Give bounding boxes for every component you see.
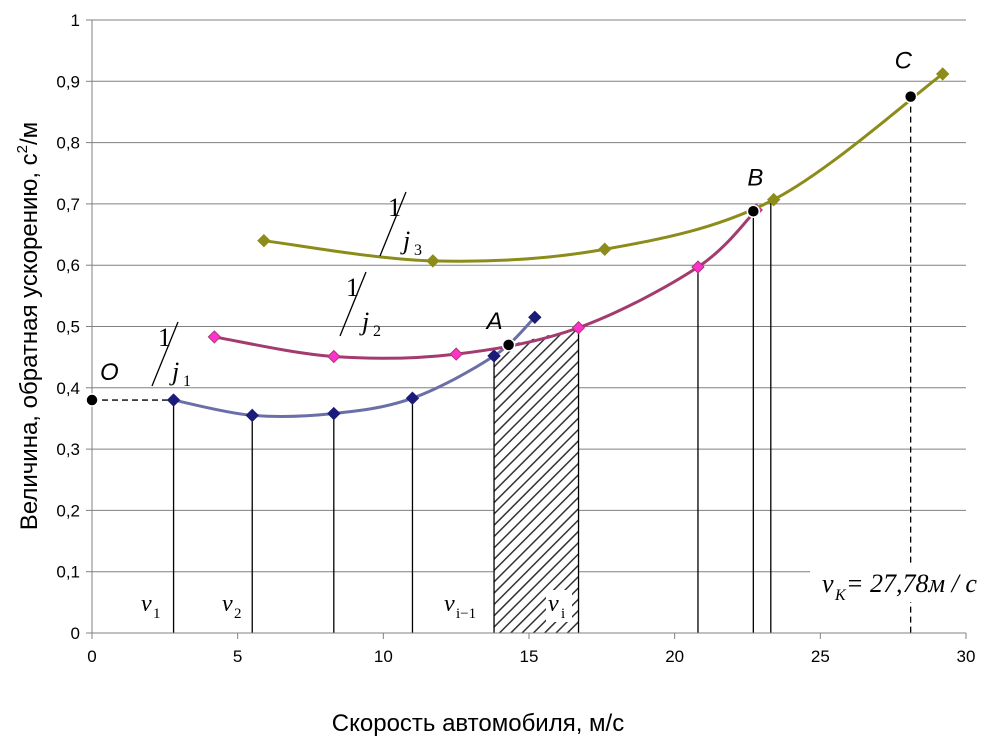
series-2-marker — [691, 260, 705, 274]
vertical-lines — [92, 96, 912, 633]
y-tick-label: 0 — [71, 624, 80, 643]
vk-label-base: v — [822, 569, 834, 598]
curve-label-j2-num: 1 — [346, 273, 359, 302]
curve-label-j3: 1 j 3 — [379, 191, 422, 259]
curve-label-j2-den: j — [359, 307, 369, 336]
y-tick-label: 0,2 — [56, 501, 80, 520]
v-label-1: v 1 — [141, 591, 161, 622]
x-tick-label: 10 — [374, 647, 393, 666]
y-tick-label: 1 — [71, 11, 80, 30]
hatched-area — [494, 327, 579, 633]
curve-label-j1: 1 j 1 — [151, 321, 191, 390]
x-tick-label: 20 — [665, 647, 684, 666]
curve-label-j1-sub: 1 — [183, 373, 191, 390]
gridlines — [92, 19, 966, 573]
series-line-3 — [263, 72, 944, 263]
series-3-marker — [426, 254, 440, 268]
series-3-marker — [935, 67, 950, 81]
series-line-2 — [214, 208, 758, 360]
v-label-2-base: v — [222, 591, 233, 617]
v-label-i-sub: i — [561, 606, 565, 622]
y-axis-title-sup: 2 — [14, 145, 31, 153]
v-label-1-sub: 1 — [153, 606, 161, 622]
v-label-2: v 2 — [222, 591, 242, 622]
y-tick-label: 0,5 — [56, 318, 80, 337]
y-tick-label: 0,7 — [56, 195, 80, 214]
series-3-marker — [598, 242, 612, 256]
series-1-marker — [245, 408, 259, 423]
math-labels: 1 j 1 1 j 2 1 j 3 v 1 v 2 v i−1 — [141, 191, 977, 622]
series-2-marker — [327, 349, 341, 364]
y-tick-label: 0,3 — [56, 440, 80, 459]
series-3-marker — [257, 233, 271, 248]
x-tick-label: 25 — [811, 647, 830, 666]
y-tick-label: 0,4 — [56, 379, 80, 398]
point-label-o: O — [100, 359, 119, 386]
curve-label-j2: 1 j 2 — [339, 271, 381, 340]
v-label-1-base: v — [141, 591, 152, 617]
series-1-marker — [528, 310, 542, 325]
vk-label-sub: K — [834, 587, 847, 604]
y-tick-label: 0,1 — [56, 563, 80, 582]
point-b — [746, 204, 761, 219]
key-points: O A B C — [85, 48, 918, 407]
series-1-marker — [166, 393, 181, 407]
point-label-b: B — [747, 164, 763, 191]
vk-label: v K = 27,78м / с — [810, 566, 977, 604]
v-label-2-sub: 2 — [234, 606, 242, 622]
y-axis-title: Величина, обратная ускорению, с2/м — [14, 122, 43, 530]
series-2-marker — [449, 347, 463, 361]
v-label-i-1-base: v — [444, 591, 455, 617]
y-axis-title-tail: /м — [16, 122, 43, 145]
curve-label-j3-sub: 3 — [414, 242, 422, 259]
x-tick-label: 5 — [233, 647, 242, 666]
curve-label-j1-den: j — [169, 357, 179, 386]
x-tick-label: 15 — [520, 647, 539, 666]
point-label-a: A — [485, 308, 503, 335]
x-tick-label: 0 — [87, 647, 96, 666]
series-2-marker — [571, 321, 586, 335]
point-o — [85, 393, 99, 407]
curve-label-j3-num: 1 — [388, 193, 401, 222]
point-a — [501, 338, 516, 352]
series-1-marker — [405, 391, 420, 405]
series-2-marker — [207, 330, 222, 344]
series-1-marker — [487, 349, 501, 363]
x-tick-label: 30 — [957, 647, 976, 666]
y-tick-label: 0,8 — [56, 134, 80, 153]
series-line-1 — [173, 316, 536, 419]
y-axis-title-main: Величина, обратная ускорению, с — [16, 153, 43, 530]
curve-label-j3-den: j — [400, 226, 410, 255]
series-3-marker — [767, 192, 781, 207]
v-label-i-1: v i−1 — [440, 590, 488, 622]
x-axis-title: Скорость автомобиля, м/с — [332, 710, 624, 737]
v-label-i-base: v — [548, 591, 559, 617]
y-tick-label: 0,6 — [56, 256, 80, 275]
vk-label-rest: = 27,78м / с — [846, 569, 977, 598]
point-c — [903, 89, 918, 104]
curve-label-j2-sub: 2 — [373, 323, 381, 340]
v-label-i: v i — [546, 590, 572, 622]
series-1-marker — [327, 406, 341, 421]
curve-label-j1-num: 1 — [158, 323, 171, 352]
y-tick-label: 0,9 — [56, 72, 80, 91]
axes: 00,10,20,30,40,50,60,70,80,910 5 10 15 20 25 3… — [56, 11, 975, 666]
v-label-i-1-sub: i−1 — [456, 606, 476, 622]
hatched-region — [494, 327, 579, 633]
point-label-c: C — [895, 48, 913, 75]
